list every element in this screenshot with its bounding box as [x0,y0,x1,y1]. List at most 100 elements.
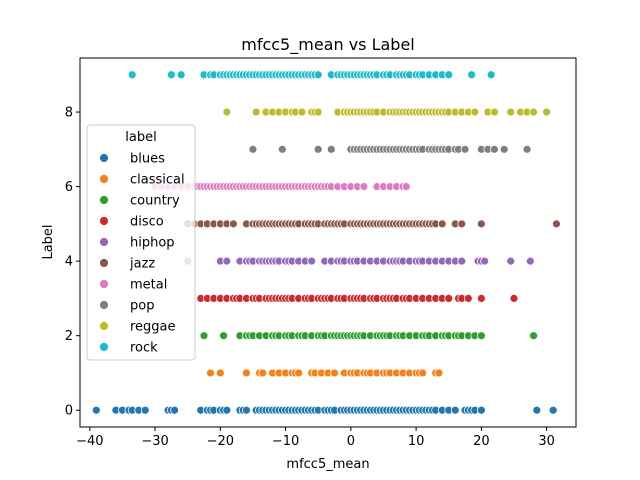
data-point-classical-10 [294,368,304,378]
data-point-hiphop-51 [525,256,535,266]
data-point-pop-39 [490,144,499,154]
data-point-country-1 [219,331,228,341]
chart-title: mfcc5_mean vs Label [241,35,415,55]
data-point-rock-0 [127,70,137,80]
x-tick-label-6: 20 [473,434,490,449]
legend-label-pop: pop [130,299,154,314]
x-axis-ticks: −40 −30 −20 −10 0 10 20 30 [76,427,555,449]
x-tick-label-5: 10 [408,434,425,449]
data-point-hiphop-50 [506,256,516,266]
data-point-blues-0 [91,405,101,415]
data-point-reggae-11 [313,107,323,117]
data-point-metal-59 [401,182,411,191]
legend-marker-reggae [99,321,109,331]
legend-label-jazz: jazz [129,257,155,272]
data-point-classical-4 [258,368,268,378]
legend-marker-jazz [99,258,109,268]
legend-label-blues: blues [130,152,165,167]
data-point-reggae-49 [490,107,499,117]
data-point-disco-58 [476,294,486,303]
data-point-disco-54 [444,294,454,303]
data-point-rock-36 [313,70,323,80]
y-tick-label-0: 0 [65,404,73,419]
data-point-rock-66 [467,70,476,80]
legend-marker-rock [99,342,109,352]
legend-label-metal: metal [130,278,167,293]
data-point-hiphop-49 [480,256,490,266]
data-point-classical-15 [330,368,339,378]
data-point-pop-40 [499,144,509,154]
data-point-jazz-66 [476,219,486,229]
plot-frame [79,57,577,428]
data-point-reggae-53 [529,107,538,117]
x-tick-label-1: −30 [141,434,168,449]
data-point-blues-9 [170,405,180,415]
data-point-pop-41 [522,144,532,154]
data-point-classical-1 [215,368,225,378]
x-tick-label-3: −10 [272,434,299,449]
x-axis-label: mfcc5_mean [286,457,369,472]
data-point-pop-0 [248,144,258,154]
data-point-blues-19 [242,405,251,415]
y-tick-label-4: 8 [65,106,73,121]
x-tick-label-4: 0 [347,434,355,449]
data-point-disco-57 [463,294,473,303]
y-axis-ticks: 0 2 4 6 8 [65,106,80,419]
data-point-jazz-65 [457,219,467,229]
legend-marker-disco [99,216,109,226]
data-point-pop-3 [326,144,336,154]
data-point-classical-34 [434,368,444,378]
data-point-reggae-1 [251,107,261,117]
data-point-hiphop-46 [457,256,467,266]
data-point-jazz-7 [228,219,238,229]
data-point-blues-16 [222,405,232,415]
legend-label-rock: rock [130,341,158,356]
legend-entries: blues classical country disco hiphop jazz meta… [99,152,185,356]
data-point-rock-65 [444,70,454,80]
data-point-blues-83 [548,405,558,415]
legend-box [86,124,196,361]
data-point-blues-6 [140,405,150,415]
legend-label-classical: classical [130,173,185,188]
y-tick-label-1: 2 [65,329,73,344]
data-point-country-56 [529,331,538,341]
data-point-reggae-0 [222,107,232,117]
data-point-blues-81 [476,405,486,415]
legend-title: label [125,130,156,145]
legend-marker-pop [99,300,109,310]
data-point-rock-67 [486,70,496,80]
x-tick-label-2: −20 [207,434,234,449]
legend-label-hiphop: hiphop [130,236,175,251]
data-point-country-0 [199,331,209,341]
legend-label-disco: disco [130,215,164,230]
legend-label-reggae: reggae [130,320,176,335]
data-point-blues-76 [450,405,460,415]
data-point-pop-2 [313,144,323,154]
legend-label-country: country [130,194,180,209]
data-point-jazz-63 [437,219,447,229]
data-point-classical-0 [206,368,215,378]
y-axis-label: Label [41,224,56,259]
y-tick-label-3: 6 [65,180,73,195]
legend-marker-blues [99,153,109,163]
legend: label blues classical country disco hiphop ja… [86,124,196,361]
legend-marker-metal [99,279,109,289]
data-point-metal-53 [359,182,369,191]
data-point-country-55 [476,331,486,341]
data-point-classical-2 [242,368,251,378]
data-point-reggae-50 [506,107,516,117]
data-point-hiphop-19 [307,256,317,266]
y-tick-label-2: 4 [65,255,73,270]
data-point-disco-59 [509,294,519,303]
data-point-reggae-47 [470,107,480,117]
legend-marker-classical [99,174,109,184]
data-point-pop-1 [277,144,287,154]
data-point-hiphop-2 [222,256,232,266]
legend-marker-hiphop [99,237,109,247]
x-tick-label-0: −40 [76,434,103,449]
data-point-jazz-67 [552,219,561,229]
data-point-rock-1 [166,70,176,80]
data-point-rock-2 [176,70,186,80]
data-point-pop-36 [460,144,470,154]
